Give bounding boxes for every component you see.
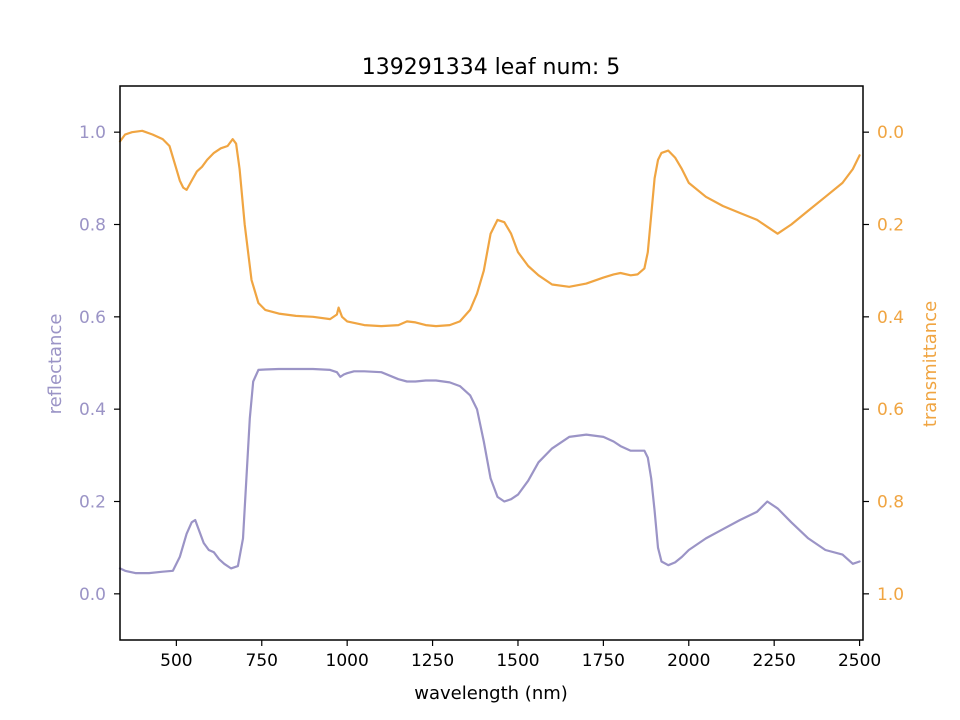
x-tick-label: 500 [160,651,192,671]
y-left-tick-label: 1.0 [79,123,106,143]
x-tick-label: 2500 [838,651,881,671]
y-axis-left-label: reflectance [45,314,66,415]
x-tick-label: 1500 [496,651,539,671]
chart-title: 139291334 leaf num: 5 [362,55,621,80]
y-right-tick-label: 1.0 [877,585,904,605]
y-axis-right: 0.0 0.2 0.4 0.6 0.8 1.0 [863,123,904,605]
y-left-tick-label: 0.6 [79,308,106,328]
reflectance-line [118,367,861,575]
plot-frame [119,85,864,641]
y-right-tick-label: 0.0 [877,123,904,143]
y-left-tick-label: 0.2 [79,493,106,513]
x-tick-label: 2000 [667,651,710,671]
x-tick-label: 1750 [582,651,625,671]
y-right-tick-label: 0.2 [877,216,904,236]
y-right-tick-label: 0.8 [877,493,904,513]
y-right-tick-label: 0.6 [877,400,904,420]
x-tick-label: 1000 [326,651,369,671]
y-axis-left: 0.0 0.2 0.4 0.6 0.8 1.0 [79,123,120,605]
transmittance-line [118,129,861,328]
x-axis-label: wavelength (nm) [414,683,568,704]
x-tick-label: 750 [246,651,278,671]
series-layer [118,129,861,575]
y-left-tick-label: 0.4 [79,400,106,420]
y-left-tick-label: 0.0 [79,585,106,605]
y-right-tick-label: 0.4 [877,308,904,328]
y-left-tick-label: 0.8 [79,216,106,236]
x-tick-label: 2250 [753,651,796,671]
y-axis-right-label: transmittance [920,301,941,427]
x-tick-label: 1250 [411,651,454,671]
x-axis: 500 750 1000 1250 1500 1750 2000 2250 2500 [160,640,881,671]
